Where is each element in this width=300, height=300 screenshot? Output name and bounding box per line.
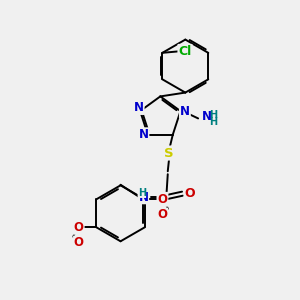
Text: N: N [134, 101, 144, 114]
Text: H: H [138, 188, 146, 198]
Text: O: O [74, 236, 84, 249]
Text: O: O [158, 208, 167, 221]
Text: S: S [164, 146, 174, 160]
Text: Cl: Cl [178, 45, 192, 58]
Text: H: H [209, 117, 217, 127]
Text: O: O [158, 193, 167, 206]
Text: O: O [74, 221, 84, 234]
Text: N: N [139, 191, 148, 204]
Text: N: N [202, 110, 212, 123]
Text: O: O [184, 187, 195, 200]
Text: N: N [180, 105, 190, 118]
Text: N: N [138, 128, 148, 141]
Text: H: H [209, 110, 217, 120]
